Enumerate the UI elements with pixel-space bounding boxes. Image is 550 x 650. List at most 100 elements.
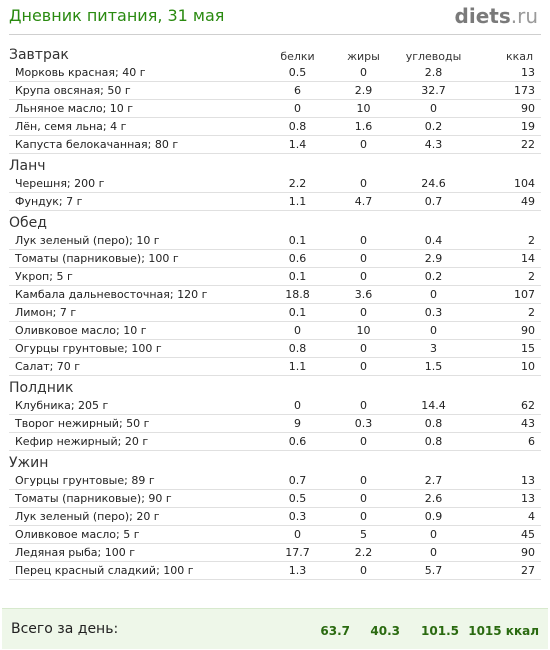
food-fat: 2.9 — [336, 81, 391, 100]
food-kcal: 45 — [476, 525, 541, 544]
meal-header: Ланч — [9, 154, 541, 176]
food-row: Крупа овсяная; 50 г 6 2.9 32.7 173 — [9, 81, 541, 100]
food-row: Морковь красная; 40 г 0.5 0 2.8 13 — [9, 64, 541, 82]
food-carbs: 5.7 — [391, 561, 476, 580]
food-row: Лён, семя льна; 4 г 0.8 1.6 0.2 19 — [9, 117, 541, 136]
food-fat: 0 — [336, 135, 391, 154]
food-row: Лимон; 7 г 0.1 0 0.3 2 — [9, 303, 541, 322]
food-protein: 1.1 — [259, 192, 336, 211]
food-kcal: 2 — [476, 267, 541, 286]
page-header: Дневник питания, 31 мая diets.ru — [0, 0, 550, 34]
meal-name: Обед — [9, 215, 47, 231]
food-protein: 0.6 — [259, 249, 336, 268]
food-row: Кефир нежирный; 20 г 0.6 0 0.8 6 — [9, 432, 541, 451]
food-kcal: 107 — [476, 285, 541, 304]
food-carbs: 2.9 — [391, 249, 476, 268]
meal-header: Полдник — [9, 376, 541, 398]
food-protein: 0.8 — [259, 117, 336, 136]
food-kcal: 90 — [476, 99, 541, 118]
meal-header-spacer — [336, 211, 391, 233]
site-logo[interactable]: diets.ru — [455, 4, 538, 28]
food-fat: 0 — [336, 507, 391, 526]
food-kcal: 90 — [476, 321, 541, 340]
food-fat: 0 — [336, 64, 391, 82]
food-fat: 0 — [336, 232, 391, 250]
meal-header-spacer — [259, 451, 336, 473]
food-carbs: 0.8 — [391, 414, 476, 433]
food-name: Фундук; 7 г — [9, 192, 259, 211]
day-totals: Всего за день: 63.7 40.3 101.5 1015 ккал — [2, 608, 548, 649]
meal-header-spacer — [336, 376, 391, 398]
food-fat: 3.6 — [336, 285, 391, 304]
food-fat: 0 — [336, 249, 391, 268]
food-row: Огурцы грунтовые; 100 г 0.8 0 3 15 — [9, 339, 541, 358]
meal-name: Полдник — [9, 380, 74, 396]
total-kcal: 1015 ккал — [468, 624, 539, 638]
food-name: Лук зеленый (перо); 20 г — [9, 507, 259, 526]
food-row: Капуста белокачанная; 80 г 1.4 0 4.3 22 — [9, 135, 541, 154]
food-kcal: 13 — [476, 489, 541, 508]
meal-header-spacer — [476, 376, 541, 398]
food-fat: 0.3 — [336, 414, 391, 433]
food-name: Оливковое масло; 5 г — [9, 525, 259, 544]
food-carbs: 0 — [391, 525, 476, 544]
food-protein: 0.1 — [259, 303, 336, 322]
total-protein: 63.7 — [320, 624, 350, 638]
food-carbs: 0.9 — [391, 507, 476, 526]
food-name: Черешня; 200 г — [9, 175, 259, 193]
food-name: Клубника; 205 г — [9, 397, 259, 415]
food-kcal: 2 — [476, 232, 541, 250]
food-kcal: 13 — [476, 64, 541, 82]
food-fat: 10 — [336, 321, 391, 340]
food-row: Огурцы грунтовые; 89 г 0.7 0 2.7 13 — [9, 472, 541, 490]
food-kcal: 10 — [476, 357, 541, 376]
total-fat: 40.3 — [370, 624, 400, 638]
food-carbs: 1.5 — [391, 357, 476, 376]
food-name: Льняное масло; 10 г — [9, 99, 259, 118]
food-kcal: 15 — [476, 339, 541, 358]
food-carbs: 14.4 — [391, 397, 476, 415]
food-kcal: 14 — [476, 249, 541, 268]
food-name: Перец красный сладкий; 100 г — [9, 561, 259, 580]
food-protein: 0.5 — [259, 64, 336, 82]
totals-label: Всего за день: — [11, 621, 119, 637]
food-row: Укроп; 5 г 0.1 0 0.2 2 — [9, 267, 541, 286]
food-name: Творог нежирный; 50 г — [9, 414, 259, 433]
food-protein: 1.1 — [259, 357, 336, 376]
food-fat: 1.6 — [336, 117, 391, 136]
food-name: Лён, семя льна; 4 г — [9, 117, 259, 136]
food-kcal: 62 — [476, 397, 541, 415]
food-carbs: 4.3 — [391, 135, 476, 154]
meal-header-spacer — [391, 211, 476, 233]
header-divider — [9, 34, 541, 35]
meal-name: Ужин — [9, 455, 49, 471]
food-carbs: 2.6 — [391, 489, 476, 508]
food-protein: 0.7 — [259, 472, 336, 490]
food-name: Камбала дальневосточная; 120 г — [9, 285, 259, 304]
food-fat: 0 — [336, 339, 391, 358]
page-title: Дневник питания, 31 мая — [9, 6, 225, 25]
meal-header-spacer — [476, 154, 541, 176]
food-protein: 6 — [259, 81, 336, 100]
meal-header-spacer — [336, 451, 391, 473]
food-protein: 2.2 — [259, 175, 336, 193]
food-kcal: 43 — [476, 414, 541, 433]
food-name: Салат; 70 г — [9, 357, 259, 376]
food-fat: 2.2 — [336, 543, 391, 562]
food-carbs: 3 — [391, 339, 476, 358]
food-name: Ледяная рыба; 100 г — [9, 543, 259, 562]
food-fat: 4.7 — [336, 192, 391, 211]
total-carbs: 101.5 — [421, 624, 459, 638]
food-kcal: 22 — [476, 135, 541, 154]
food-row: Лук зеленый (перо); 10 г 0.1 0 0.4 2 — [9, 232, 541, 250]
food-name: Огурцы грунтовые; 100 г — [9, 339, 259, 358]
food-carbs: 32.7 — [391, 81, 476, 100]
meal-header-spacer — [391, 451, 476, 473]
meal-header-spacer — [391, 376, 476, 398]
food-fat: 0 — [336, 357, 391, 376]
food-protein: 0.6 — [259, 432, 336, 451]
food-carbs: 0.7 — [391, 192, 476, 211]
food-row: Ледяная рыба; 100 г 17.7 2.2 0 90 — [9, 543, 541, 562]
food-protein: 1.4 — [259, 135, 336, 154]
food-fat: 0 — [336, 489, 391, 508]
